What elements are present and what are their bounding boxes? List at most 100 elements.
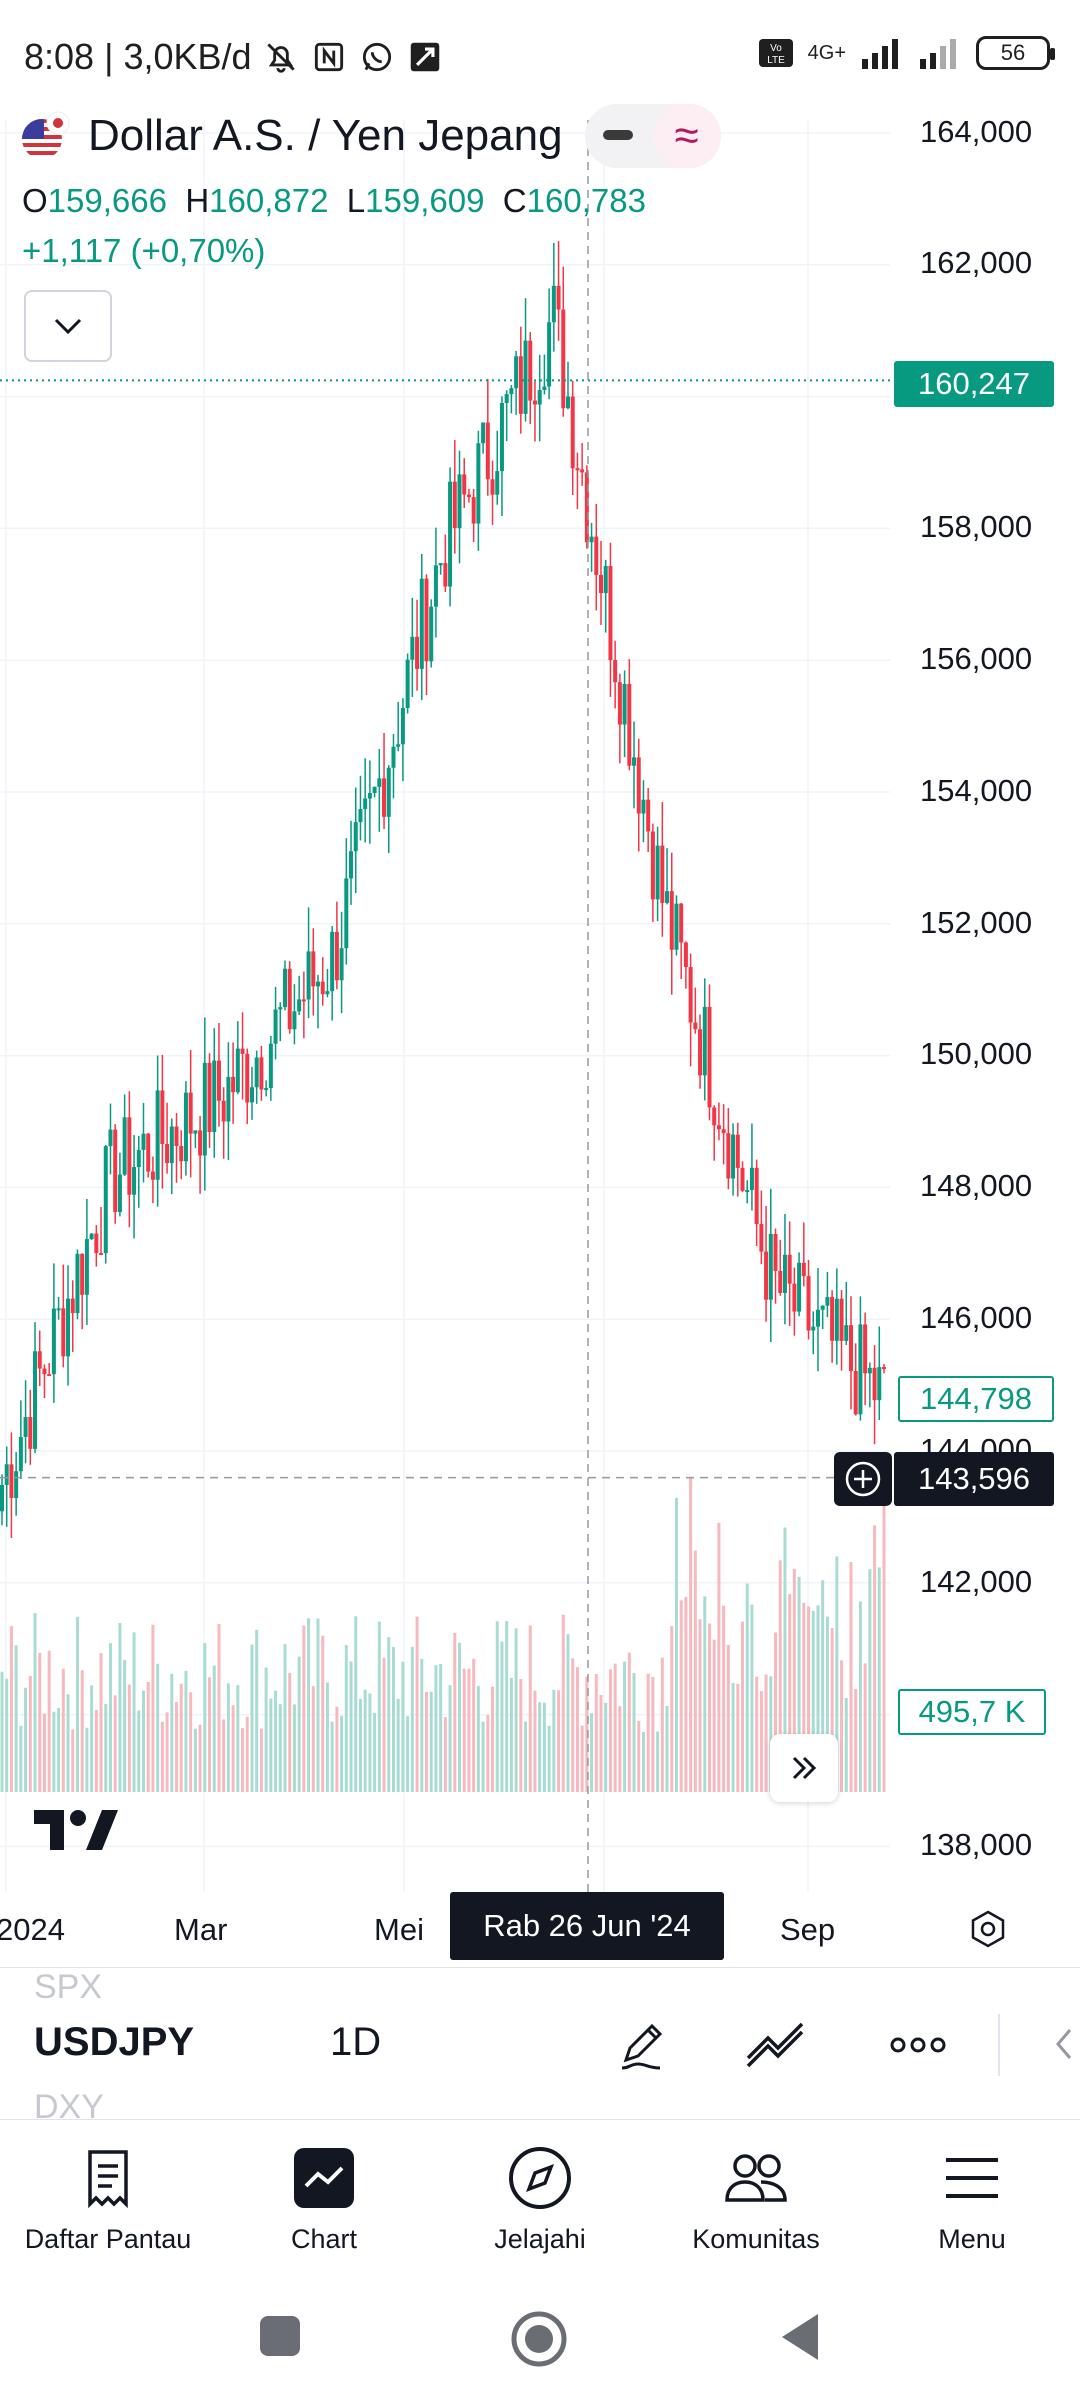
volume-bar: [222, 1719, 226, 1792]
scroll-to-realtime-button[interactable]: [770, 1734, 838, 1802]
home-icon[interactable]: [510, 2310, 568, 2368]
chart-type-toggle[interactable]: ≈: [584, 104, 721, 168]
candle-body: [127, 1117, 132, 1195]
symbol-selector[interactable]: USDJPY: [34, 2020, 195, 2064]
candle-body: [179, 1146, 184, 1162]
close-price-label: 144,798: [898, 1376, 1054, 1422]
nav-label: Jelajahi: [494, 2224, 586, 2254]
candle-body: [334, 931, 339, 981]
drawing-pen-icon[interactable]: [612, 2014, 674, 2076]
candle-body: [165, 1144, 170, 1164]
volume-bar: [849, 1561, 853, 1792]
recent-apps-icon[interactable]: [258, 2314, 302, 2358]
crosshair-price-label: 143,596: [894, 1452, 1054, 1506]
status-right: Vo LTE 4G+ 56: [758, 36, 1055, 70]
candle-body: [108, 1129, 113, 1147]
candle-body: [495, 471, 500, 495]
volume-bar: [255, 1629, 259, 1792]
candle-body: [367, 793, 372, 799]
nav-komunitas[interactable]: Komunitas: [648, 2138, 864, 2255]
volume-bar: [5, 1678, 9, 1792]
price-tick: 138,000: [920, 1827, 1033, 1862]
candle-body: [561, 309, 566, 409]
volume-bar: [726, 1644, 730, 1792]
volume-bar: [877, 1567, 881, 1792]
price-chart[interactable]: [0, 120, 1080, 1892]
volume-bar: [311, 1686, 315, 1792]
volume-bar: [104, 1704, 108, 1792]
candle-body: [669, 891, 674, 950]
open-label: O: [22, 182, 48, 219]
add-alert-button[interactable]: [834, 1452, 892, 1506]
candle-body: [565, 396, 570, 409]
volume-bar: [71, 1729, 75, 1792]
volume-bar: [552, 1689, 556, 1792]
candle-body: [249, 1087, 254, 1103]
volume-bar: [28, 1675, 32, 1792]
volume-bar: [349, 1661, 353, 1792]
plus-circle-icon: [845, 1461, 881, 1497]
nav-chart[interactable]: Chart: [216, 2138, 432, 2255]
nav-menu[interactable]: Menu: [864, 2138, 1080, 2255]
volume-bar: [406, 1716, 410, 1792]
indicators-icon[interactable]: [744, 2014, 814, 2076]
volume-bar: [250, 1644, 254, 1792]
volume-bar: [278, 1704, 282, 1792]
volume-bar: [354, 1616, 358, 1792]
volume-bar: [61, 1668, 65, 1792]
candle-body: [353, 822, 358, 852]
symbol-prev[interactable]: SPX: [34, 1970, 103, 2006]
compass-icon: [509, 2147, 571, 2209]
volume-bar: [608, 1669, 612, 1792]
volume-bar: [184, 1670, 188, 1792]
candle-body: [707, 1006, 712, 1108]
back-icon[interactable]: [778, 2312, 822, 2362]
interval-selector[interactable]: 1D: [330, 2020, 382, 2064]
price-tick: 142,000: [920, 1564, 1033, 1599]
candle-body: [377, 778, 382, 787]
time-axis[interactable]: 2024 Mar Mei Sep Rab 26 Jun '24: [0, 1892, 1080, 1968]
candle-body: [113, 1129, 118, 1213]
more-options-icon[interactable]: [888, 2014, 948, 2076]
candle-body: [264, 1088, 269, 1091]
candle-body: [235, 1048, 240, 1093]
candle-body: [448, 481, 453, 587]
candle-body: [735, 1134, 740, 1168]
candle-body: [476, 443, 481, 524]
candle-body: [287, 968, 292, 1030]
volume-bar: [538, 1702, 542, 1792]
candle-body: [547, 322, 552, 387]
symbol-next[interactable]: DXY: [34, 2088, 104, 2120]
volume-bar: [141, 1690, 145, 1792]
candle-body: [433, 565, 438, 607]
candle-body: [330, 931, 335, 992]
volume-bar: [226, 1683, 230, 1792]
candle-body: [344, 878, 349, 949]
chart-settings-icon[interactable]: [966, 1908, 1010, 1952]
nav-daftar-pantau[interactable]: Daftar Pantau: [0, 2138, 216, 2255]
collapse-legend-button[interactable]: [24, 290, 112, 362]
candle-body: [782, 1254, 787, 1293]
high-label: H: [185, 182, 210, 219]
candle-body: [575, 468, 580, 471]
minus-icon[interactable]: [602, 130, 633, 140]
candle-body: [84, 1239, 89, 1295]
volume-bar: [0, 1671, 4, 1792]
nav-jelajahi[interactable]: Jelajahi: [432, 2138, 648, 2255]
symbol-header[interactable]: Dollar A.S. / Yen Jepang ≈: [20, 104, 721, 168]
nav-label: Daftar Pantau: [24, 2224, 192, 2254]
price-tick: 152,000: [920, 905, 1033, 940]
volume-bar: [476, 1685, 480, 1792]
candle-body: [259, 1057, 264, 1090]
volume-bar: [689, 1476, 693, 1792]
approx-icon[interactable]: ≈: [652, 104, 721, 168]
volume-bar: [566, 1634, 570, 1792]
chevron-left-icon[interactable]: [1052, 2024, 1074, 2064]
last-price-label: 160,247: [894, 361, 1054, 407]
candle-body: [438, 563, 443, 566]
candle-body: [0, 1484, 4, 1512]
symbol-title[interactable]: Dollar A.S. / Yen Jepang: [88, 111, 563, 160]
volume-label: 495,7 K: [898, 1689, 1046, 1735]
candle-body: [33, 1351, 38, 1449]
volume-bar: [42, 1713, 46, 1792]
